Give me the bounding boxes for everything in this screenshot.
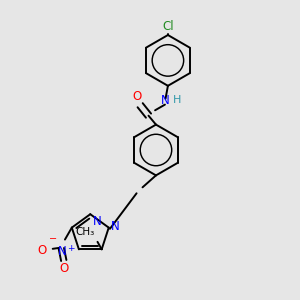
Text: H: H — [172, 95, 181, 105]
Text: O: O — [132, 90, 141, 103]
Text: −: − — [49, 234, 57, 244]
Text: O: O — [59, 262, 68, 275]
Text: Cl: Cl — [162, 20, 174, 33]
Text: N: N — [111, 220, 120, 233]
Text: O: O — [38, 244, 47, 256]
Text: +: + — [67, 244, 74, 253]
Text: CH₃: CH₃ — [75, 227, 94, 237]
Text: N: N — [161, 94, 170, 107]
Text: N: N — [58, 245, 66, 258]
Text: N: N — [93, 215, 101, 228]
